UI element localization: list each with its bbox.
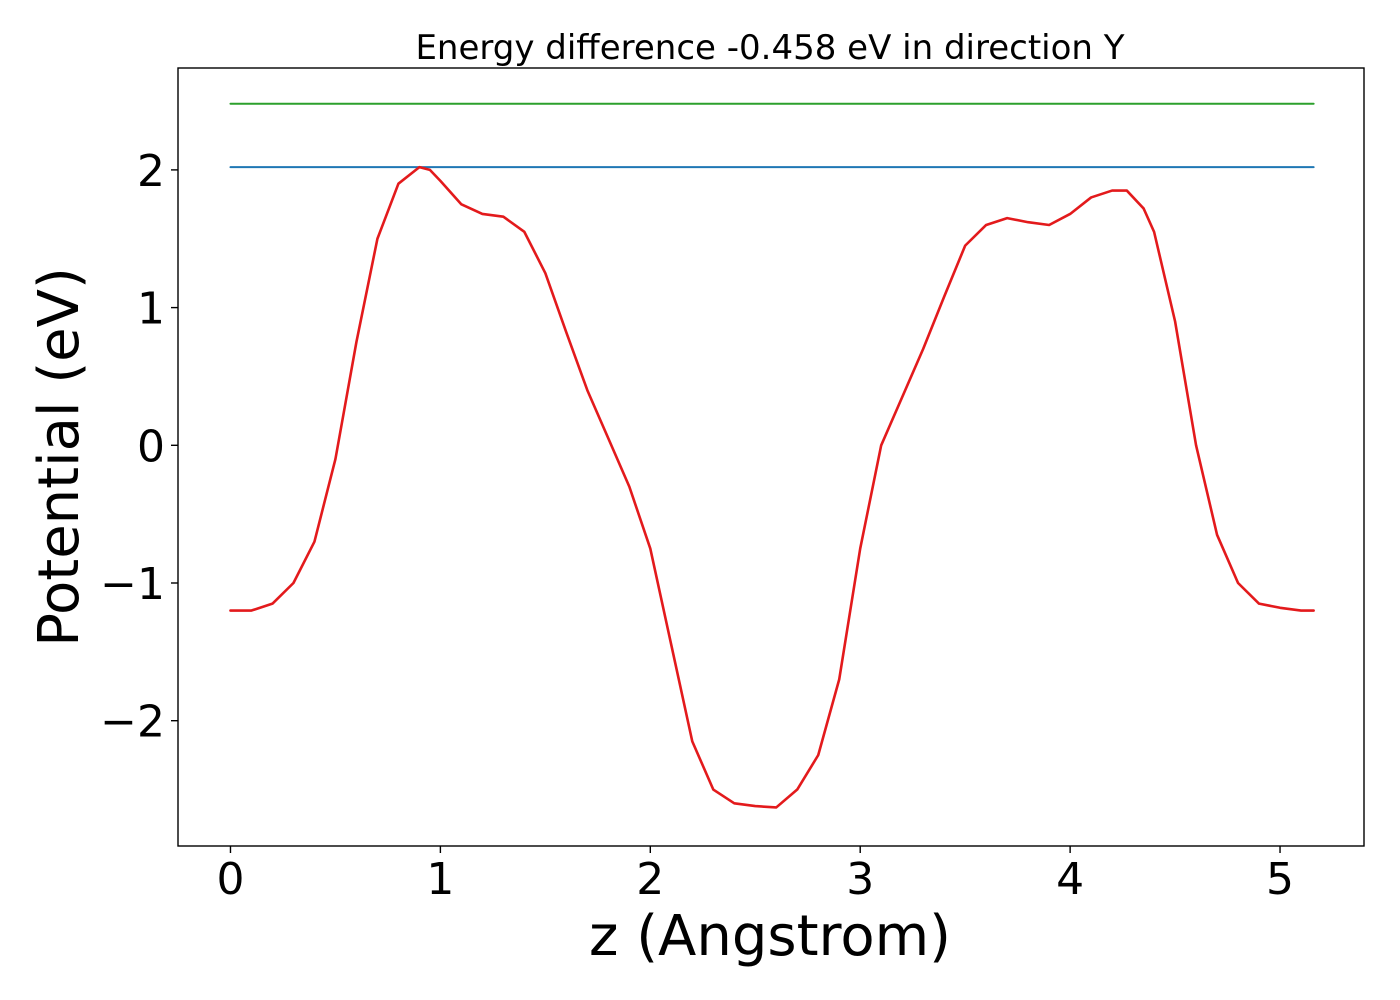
plot-area bbox=[229, 102, 1315, 809]
y-axis: −2 −1 0 1 2 bbox=[100, 146, 178, 748]
y-tick-label: 1 bbox=[137, 284, 165, 335]
plot-frame bbox=[177, 67, 1365, 847]
x-axis-label: z (Angstrom) bbox=[589, 904, 951, 969]
y-axis-label: Potential (eV) bbox=[27, 267, 92, 647]
x-tick-label: 1 bbox=[426, 854, 454, 905]
chart-title: Energy difference -0.458 eV in direction… bbox=[415, 28, 1124, 68]
y-tick-label: −1 bbox=[100, 559, 165, 610]
x-tick-label: 4 bbox=[1056, 854, 1084, 905]
x-tick-label: 5 bbox=[1266, 854, 1294, 905]
x-tick-label: 2 bbox=[636, 854, 664, 905]
y-tick-label: −2 bbox=[100, 697, 165, 748]
x-tick-label: 3 bbox=[846, 854, 874, 905]
x-tick-label: 0 bbox=[216, 854, 244, 905]
x-axis: 0 1 2 3 4 5 bbox=[216, 846, 1294, 905]
y-tick-label: 0 bbox=[137, 421, 165, 472]
y-tick-label: 2 bbox=[137, 146, 165, 197]
series-line-red bbox=[229, 165, 1315, 809]
